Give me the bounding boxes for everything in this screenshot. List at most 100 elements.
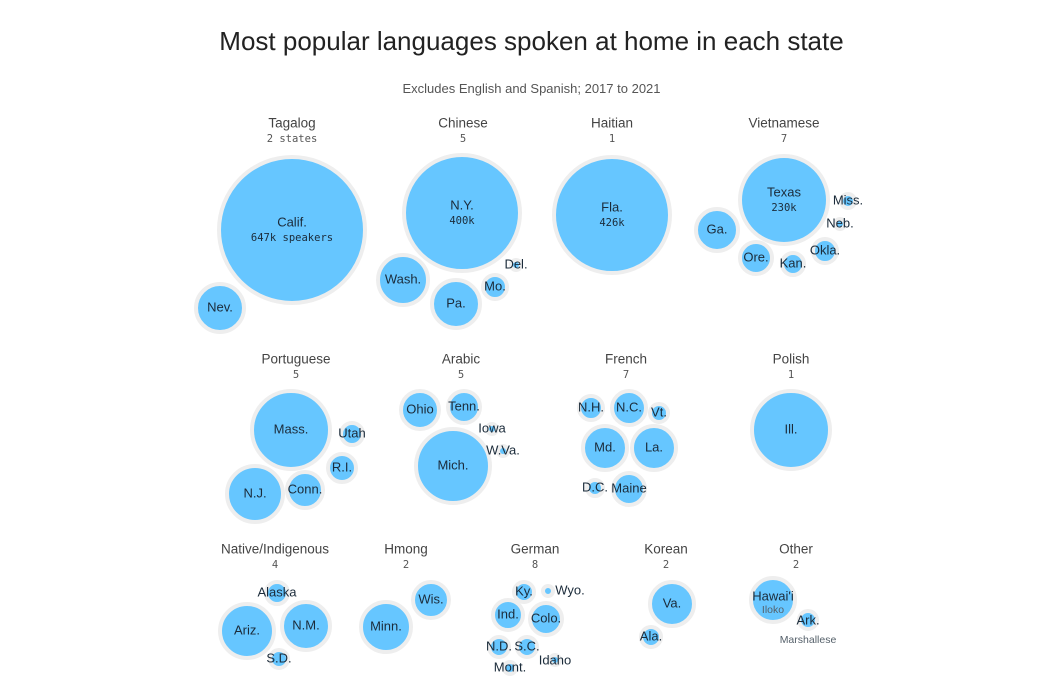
state-label-portuguese-conn: Conn. bbox=[288, 481, 323, 496]
bubble-native-indigenous-s-d bbox=[268, 648, 290, 670]
bubble-other-ark bbox=[797, 609, 819, 631]
bubble-tagalog-nev bbox=[194, 282, 246, 334]
bubble-korean-ala bbox=[639, 625, 663, 649]
sub-label-other-ark: Marshallese bbox=[780, 634, 837, 646]
state-label-german-colo: Colo. bbox=[531, 610, 561, 625]
bubble-german-ind bbox=[491, 598, 525, 632]
bubble-portuguese-utah bbox=[339, 421, 365, 447]
state-label-vietnamese-ore: Ore. bbox=[743, 249, 768, 264]
state-label-korean-va: Va. bbox=[663, 595, 682, 610]
state-label-vietnamese-kan: Kan. bbox=[780, 255, 807, 270]
state-label-chinese-mo: Mo. bbox=[484, 278, 506, 293]
bubble-french-la bbox=[630, 424, 678, 472]
bubble-french-d-c bbox=[585, 478, 605, 498]
chart-subtitle: Excludes English and Spanish; 2017 to 20… bbox=[402, 81, 661, 96]
state-label-german-n-d: N.D. bbox=[486, 638, 512, 653]
bubble-french-vt bbox=[648, 402, 670, 424]
bubble-french-n-h bbox=[577, 394, 605, 422]
state-label-french-vt: Vt. bbox=[651, 404, 667, 419]
state-label-german-wyo: Wyo. bbox=[555, 582, 585, 597]
state-label-german-s-c: S.C. bbox=[514, 638, 539, 653]
group-count-vietnamese: 7 bbox=[781, 133, 787, 145]
group-label-chinese: Chinese bbox=[438, 116, 488, 131]
group-count-tagalog: 2 states bbox=[267, 133, 318, 145]
state-label-hmong-minn: Minn. bbox=[370, 618, 402, 633]
state-label-native-indigenous-n-m: N.M. bbox=[292, 617, 319, 632]
bubble-native-indigenous-ariz bbox=[218, 602, 276, 660]
group-label-french: French bbox=[605, 352, 647, 367]
bubble-german-idaho bbox=[548, 653, 562, 667]
bubble-portuguese-mass bbox=[250, 389, 332, 471]
group-label-arabic: Arabic bbox=[442, 352, 481, 367]
bubble-haitian-fla bbox=[552, 155, 672, 275]
value-label-haitian-fla: 426k bbox=[599, 217, 625, 229]
state-label-chinese-del: Del. bbox=[504, 256, 527, 271]
state-label-arabic-mich: Mich. bbox=[437, 457, 468, 472]
bubble-french-maine bbox=[611, 471, 647, 507]
bubble-french-n-c bbox=[610, 389, 648, 427]
value-label-vietnamese-texas: 230k bbox=[771, 202, 797, 214]
state-label-polish-ill: Ill. bbox=[785, 421, 798, 436]
bubble-native-indigenous-n-m bbox=[280, 600, 332, 652]
state-label-portuguese-mass: Mass. bbox=[274, 421, 309, 436]
value-label-chinese-n-y: 400k bbox=[449, 215, 475, 227]
group-label-polish: Polish bbox=[773, 352, 810, 367]
bubble-vietnamese-ore bbox=[738, 240, 774, 276]
bubble-hmong-minn bbox=[359, 600, 413, 654]
state-label-tagalog-calif: Calif. bbox=[277, 214, 307, 229]
state-label-native-indigenous-s-d: S.D. bbox=[266, 650, 291, 665]
state-label-other-hawai-i: Hawai'i bbox=[752, 588, 794, 603]
state-label-arabic-iowa: Iowa bbox=[478, 420, 506, 435]
state-label-arabic-w-va: W.Va. bbox=[486, 442, 520, 457]
group-count-german: 8 bbox=[532, 559, 538, 571]
bubble-native-indigenous-alaska bbox=[264, 580, 290, 606]
state-label-french-d-c: D.C. bbox=[582, 479, 608, 494]
bubble-arabic-ohio bbox=[399, 389, 441, 431]
state-label-chinese-wash: Wash. bbox=[385, 271, 421, 286]
state-label-haitian-fla: Fla. bbox=[601, 199, 623, 214]
state-label-french-maine: Maine bbox=[611, 480, 646, 495]
bubble-other-hawai-i bbox=[749, 576, 797, 624]
group-label-portuguese: Portuguese bbox=[261, 352, 330, 367]
state-label-german-mont: Mont. bbox=[494, 659, 527, 674]
state-label-french-md: Md. bbox=[594, 439, 616, 454]
bubble-chinese-mo bbox=[481, 273, 509, 301]
bubble-arabic-tenn bbox=[446, 389, 482, 425]
value-label-tagalog-calif: 647k speakers bbox=[251, 232, 333, 244]
bubble-vietnamese-miss bbox=[839, 192, 857, 210]
state-label-tagalog-nev: Nev. bbox=[207, 299, 233, 314]
bubble-chinese-n-y bbox=[402, 153, 522, 273]
bubble-korean-va bbox=[648, 580, 696, 628]
state-label-german-idaho: Idaho bbox=[539, 652, 572, 667]
group-count-polish: 1 bbox=[788, 369, 794, 381]
state-label-french-n-h: N.H. bbox=[578, 399, 604, 414]
state-label-german-ind: Ind. bbox=[497, 606, 519, 621]
state-label-hmong-wis: Wis. bbox=[418, 591, 443, 606]
bubble-vietnamese-neb bbox=[833, 217, 847, 231]
group-count-hmong: 2 bbox=[403, 559, 409, 571]
bubble-arabic-mich bbox=[414, 427, 492, 505]
group-count-portuguese: 5 bbox=[293, 369, 299, 381]
group-count-chinese: 5 bbox=[460, 133, 466, 145]
bubble-vietnamese-ga bbox=[694, 207, 740, 253]
sub-label-other-hawai-i: Iloko bbox=[762, 604, 784, 616]
group-count-haitian: 1 bbox=[609, 133, 615, 145]
state-label-portuguese-n-j: N.J. bbox=[243, 485, 266, 500]
bubble-hmong-wis bbox=[411, 580, 451, 620]
bubble-vietnamese-okla bbox=[811, 237, 839, 265]
group-count-native-indigenous: 4 bbox=[272, 559, 278, 571]
state-label-other-ark: Ark. bbox=[796, 612, 819, 627]
state-label-portuguese-utah: Utah bbox=[338, 425, 365, 440]
group-label-haitian: Haitian bbox=[591, 116, 633, 131]
bubble-tagalog-calif bbox=[217, 155, 367, 305]
bubble-german-colo bbox=[528, 601, 564, 637]
bubble-german-s-c bbox=[515, 635, 539, 659]
bubble-chinese-wash bbox=[376, 253, 430, 307]
group-label-korean: Korean bbox=[644, 542, 688, 557]
bubble-german-mont bbox=[502, 660, 518, 676]
group-label-other: Other bbox=[779, 542, 813, 557]
state-label-french-la: La. bbox=[645, 439, 663, 454]
bubble-chinese-pa bbox=[430, 278, 482, 330]
state-label-native-indigenous-ariz: Ariz. bbox=[234, 622, 260, 637]
group-count-french: 7 bbox=[623, 369, 629, 381]
